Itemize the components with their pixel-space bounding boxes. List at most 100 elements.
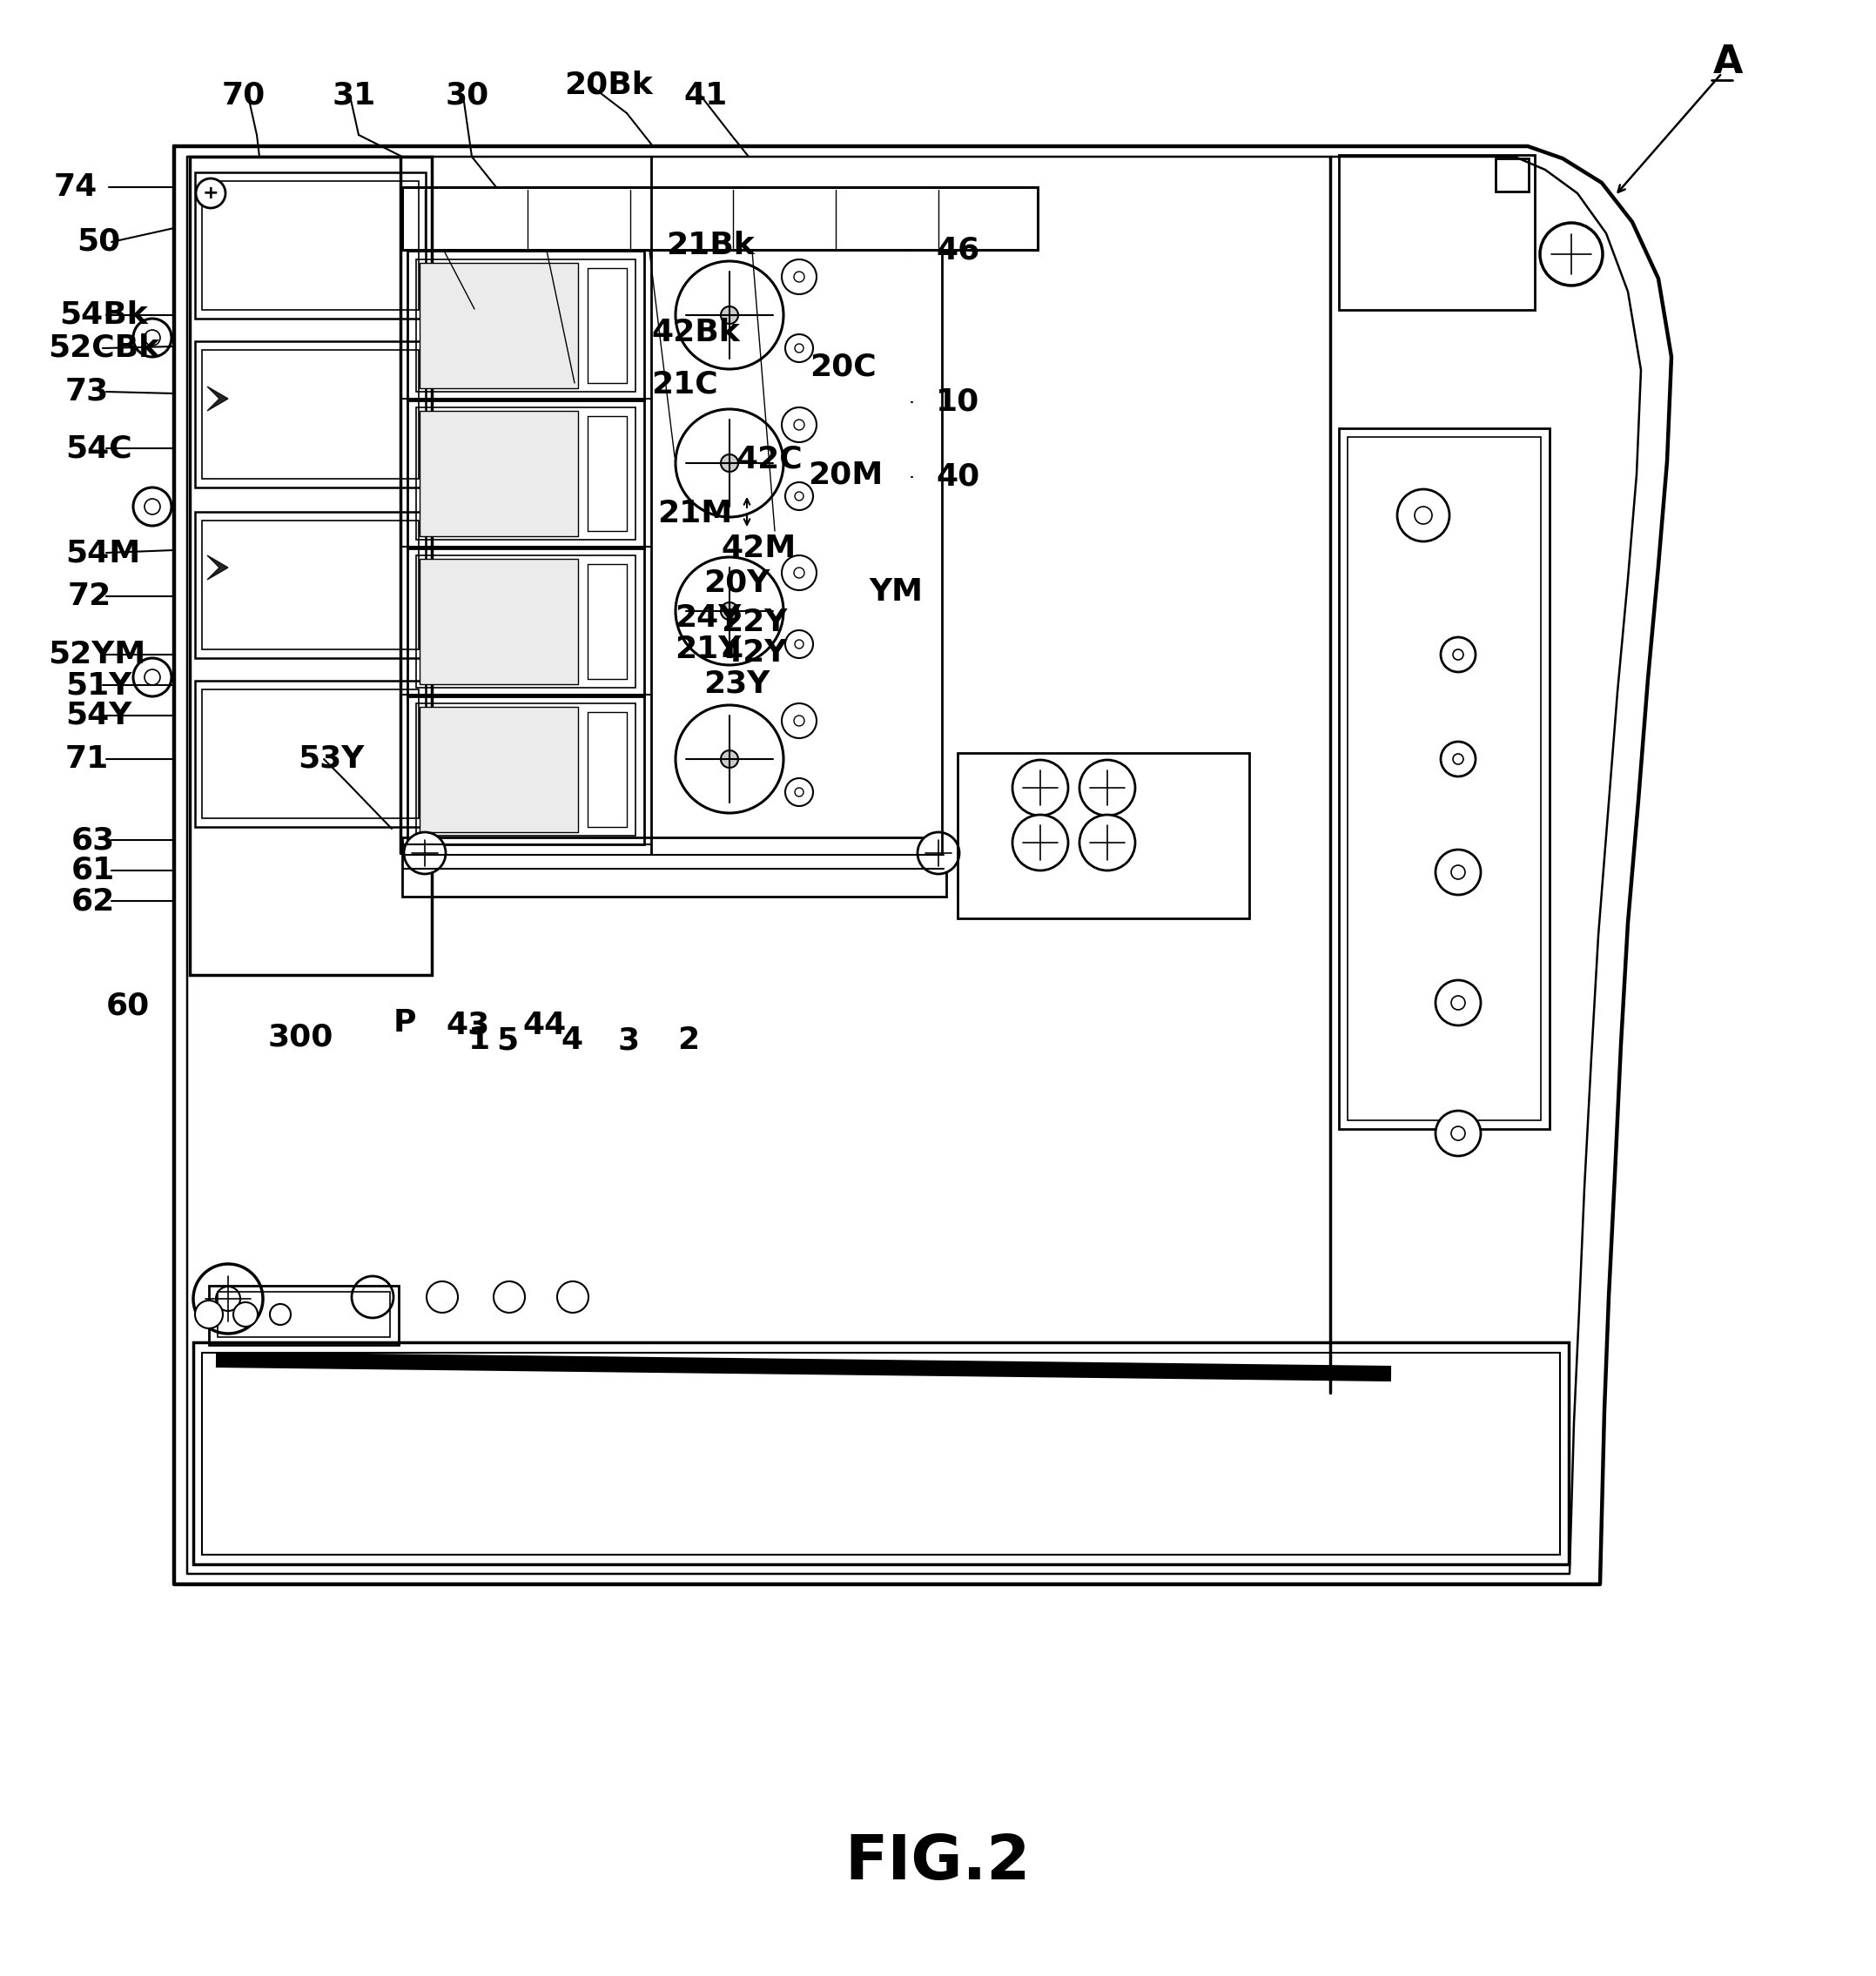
Circle shape [675,705,784,812]
Text: FIG.2: FIG.2 [844,1834,1030,1893]
Text: 40: 40 [936,462,979,492]
Text: A: A [1713,43,1743,81]
Text: 23Y: 23Y [704,670,769,700]
Circle shape [193,1265,263,1334]
Circle shape [270,1304,291,1324]
Circle shape [133,658,171,696]
Circle shape [133,488,171,526]
Bar [193,1342,1568,1565]
Bar [203,520,418,650]
Circle shape [786,482,812,510]
Text: 20Y: 20Y [704,569,769,599]
Circle shape [794,567,805,579]
Circle shape [675,261,784,370]
Circle shape [675,557,784,666]
Circle shape [1452,650,1463,660]
Text: 51Y: 51Y [66,670,131,700]
Bar [195,172,426,318]
Circle shape [351,1276,394,1318]
Circle shape [195,1300,223,1328]
Bar [420,263,578,387]
Bar [195,680,426,828]
Circle shape [1441,636,1476,672]
Circle shape [1452,865,1465,879]
Text: 63: 63 [71,826,114,856]
Bar [1495,158,1529,192]
Text: 44: 44 [522,1010,567,1039]
Text: 42C: 42C [735,445,803,474]
Text: 42M: 42M [720,534,795,563]
Text: 21C: 21C [651,370,719,399]
Circle shape [1452,996,1465,1010]
Circle shape [1441,741,1476,777]
Circle shape [1540,223,1602,285]
Circle shape [1013,761,1067,816]
Circle shape [1435,1111,1480,1156]
Circle shape [1079,761,1135,816]
Text: 54Y: 54Y [66,701,131,731]
Text: 61: 61 [71,856,114,885]
Bar [416,555,636,688]
Text: 21Y: 21Y [675,634,741,664]
Polygon shape [206,387,229,411]
Circle shape [720,751,739,769]
Bar [401,188,1037,249]
Circle shape [1398,490,1450,541]
Text: 20M: 20M [809,460,884,490]
Text: 54C: 54C [66,433,131,462]
Circle shape [917,832,959,873]
Circle shape [1452,753,1463,765]
Text: YM: YM [869,577,923,607]
Bar [203,350,418,478]
Bar [407,547,643,696]
Text: 21M: 21M [657,498,732,528]
Circle shape [403,832,446,873]
Text: 41: 41 [683,81,728,111]
Bar [420,411,578,535]
Text: 73: 73 [66,377,109,407]
Text: 54M: 54M [66,537,141,567]
Circle shape [675,409,784,518]
Circle shape [782,555,816,591]
Circle shape [233,1302,257,1326]
Bar [407,399,643,549]
Bar [420,559,578,684]
Circle shape [720,454,739,472]
Text: +: + [203,184,219,202]
Circle shape [144,670,159,686]
Text: 24Y: 24Y [675,603,741,632]
Bar [218,1292,390,1338]
Circle shape [557,1280,589,1312]
Circle shape [1435,850,1480,895]
Circle shape [795,344,803,352]
Circle shape [794,419,805,431]
Circle shape [786,334,812,362]
Circle shape [786,779,812,806]
Bar [1339,154,1535,310]
Text: 5: 5 [497,1026,518,1055]
Bar [203,690,418,818]
Bar [407,696,643,844]
Bar [203,1354,1561,1555]
Circle shape [720,603,739,620]
Text: 46: 46 [936,235,979,265]
Circle shape [795,788,803,796]
Bar [1339,429,1550,1128]
Circle shape [794,715,805,725]
Text: 53Y: 53Y [298,745,364,775]
Bar [416,407,636,539]
Text: 72: 72 [68,581,113,611]
Text: 22Y: 22Y [720,607,788,636]
Bar [416,259,636,391]
Circle shape [195,178,225,207]
Bar [203,182,418,310]
Circle shape [1435,980,1480,1026]
Text: 20C: 20C [810,352,876,381]
Circle shape [1415,506,1431,524]
Text: 1: 1 [469,1026,490,1055]
Circle shape [782,407,816,443]
Text: 10: 10 [936,387,979,417]
Bar [957,753,1249,919]
Bar [416,703,636,836]
Bar [208,1286,400,1346]
